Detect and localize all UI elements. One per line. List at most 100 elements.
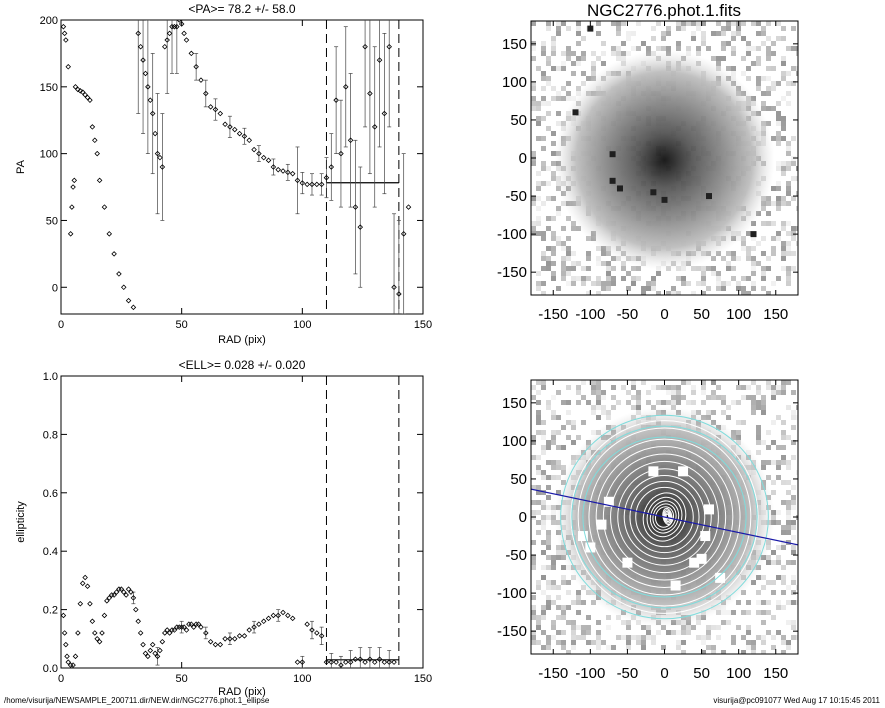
y-tick-label: -150 [497, 264, 527, 281]
ellipticity-panel: <ELL>= 0.028 +/- 0.020 RAD (pix) ellipti… [15, 358, 432, 698]
ell-x-axis-label: RAD (pix) [218, 686, 266, 698]
noise-pixel [546, 485, 551, 490]
ellipticity-data-point [137, 630, 144, 636]
noise-pixel [571, 251, 576, 256]
noise-pixel [771, 460, 776, 465]
noise-pixel [571, 630, 576, 635]
noise-pixel [536, 455, 541, 460]
noise-pixel [541, 610, 546, 615]
noise-pixel [541, 251, 546, 256]
noise-pixel [616, 615, 621, 620]
noise-pixel [686, 281, 691, 286]
noise-pixel [556, 21, 561, 26]
pa-data-point [275, 166, 281, 173]
noise-pixel [546, 61, 551, 66]
y-tick-label: 150 [502, 36, 527, 53]
noise-pixel [596, 385, 601, 390]
noise-pixel [791, 231, 796, 236]
noise-pixel [681, 276, 686, 281]
noise-pixel [691, 400, 696, 405]
noise-pixel [781, 640, 786, 645]
noise-pixel [541, 281, 546, 286]
noise-pixel [561, 580, 566, 585]
noise-pixel [786, 151, 791, 156]
noise-pixel [716, 286, 721, 291]
noise-pixel [541, 615, 546, 620]
noise-pixel [551, 96, 556, 101]
noise-pixel [786, 46, 791, 51]
y-tick-label: 100 [40, 149, 58, 161]
noise-pixel [541, 291, 546, 295]
noise-pixel [751, 405, 756, 410]
noise-pixel [556, 640, 561, 645]
pa-data-point [181, 30, 187, 37]
noise-pixel [766, 46, 771, 51]
noise-pixel [576, 590, 581, 595]
ell-y-axis-label: ellipticity [15, 501, 27, 543]
pa-data-point [111, 251, 117, 257]
noise-pixel [751, 61, 756, 66]
noise-pixel [581, 600, 586, 605]
pa-data-point [285, 169, 291, 176]
noise-pixel [761, 440, 766, 445]
ellipticity-data-point [106, 595, 113, 601]
noise-pixel [541, 490, 546, 495]
noise-pixel [551, 515, 556, 520]
ellipticity-data-point [79, 580, 86, 587]
noise-pixel [541, 51, 546, 56]
noise-pixel [596, 261, 601, 266]
noise-pixel [551, 465, 556, 470]
pa-data-point [203, 90, 209, 97]
noise-pixel [786, 460, 791, 465]
noise-pixel [751, 650, 756, 654]
noise-pixel [761, 410, 766, 415]
noise-pixel [726, 281, 731, 286]
noise-pixel [711, 410, 716, 415]
noise-pixel [546, 111, 551, 116]
noise-pixel [531, 510, 536, 515]
noise-pixel [546, 400, 551, 405]
y-tick-label: 0.2 [43, 605, 58, 617]
ellipticity-data-point [64, 653, 70, 660]
noise-pixel [591, 71, 596, 76]
noise-pixel [781, 251, 786, 256]
noise-pixel [551, 161, 556, 166]
noise-pixel [531, 595, 536, 600]
ellipticity-data-point [75, 630, 81, 636]
noise-pixel [746, 640, 751, 645]
noise-pixel [771, 41, 776, 46]
noise-pixel [766, 630, 771, 635]
noise-pixel [726, 251, 731, 256]
noise-pixel [541, 550, 546, 555]
noise-pixel [536, 171, 541, 176]
noise-pixel [576, 56, 581, 61]
pa-reference-lines [325, 20, 400, 314]
noise-pixel [611, 46, 616, 51]
noise-pixel [676, 291, 681, 295]
noise-pixel [776, 390, 781, 395]
noise-pixel [756, 400, 761, 405]
noise-pixel [756, 31, 761, 36]
noise-pixel [766, 121, 771, 126]
x-tick-label: -100 [575, 665, 605, 682]
noise-pixel [546, 555, 551, 560]
pa-data-point [376, 57, 383, 63]
noise-pixel [561, 246, 566, 251]
ellipticity-data-point [289, 615, 296, 622]
noise-pixel [766, 445, 771, 450]
noise-pixel [771, 236, 776, 241]
masked-regions [577, 466, 726, 591]
pa-data-point [217, 110, 224, 117]
noise-pixel [756, 590, 761, 595]
noise-pixel [546, 246, 551, 251]
noise-pixel [586, 256, 591, 261]
pa-data-point [222, 121, 228, 128]
x-tick-label: 50 [693, 665, 710, 682]
noise-pixel [621, 635, 626, 640]
noise-pixel [771, 81, 776, 86]
noise-pixel [761, 585, 766, 590]
noise-pixel [586, 251, 591, 256]
noise-pixel [736, 31, 741, 36]
pa-data-point [152, 130, 158, 137]
noise-pixel [781, 480, 786, 485]
